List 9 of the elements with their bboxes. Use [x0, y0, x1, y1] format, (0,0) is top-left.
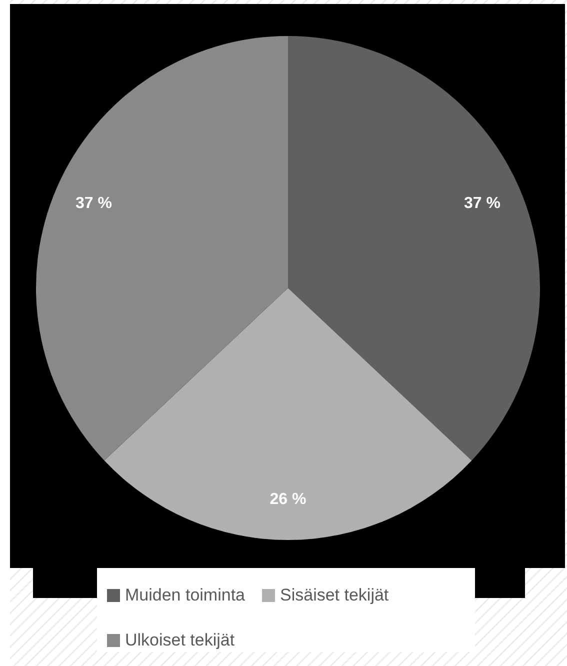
- pie-slice: [104, 288, 472, 540]
- legend-label: Sisäiset tekijät: [280, 585, 389, 604]
- data-label: 37 %: [464, 195, 501, 212]
- pie-slice: [288, 36, 540, 461]
- data-label: 26 %: [270, 490, 306, 508]
- pie-slice: [36, 36, 288, 461]
- legend-label: Ulkoiset tekijät: [125, 630, 235, 650]
- data-label: 37 %: [75, 195, 112, 212]
- legend-label: Muiden toiminta: [125, 585, 246, 604]
